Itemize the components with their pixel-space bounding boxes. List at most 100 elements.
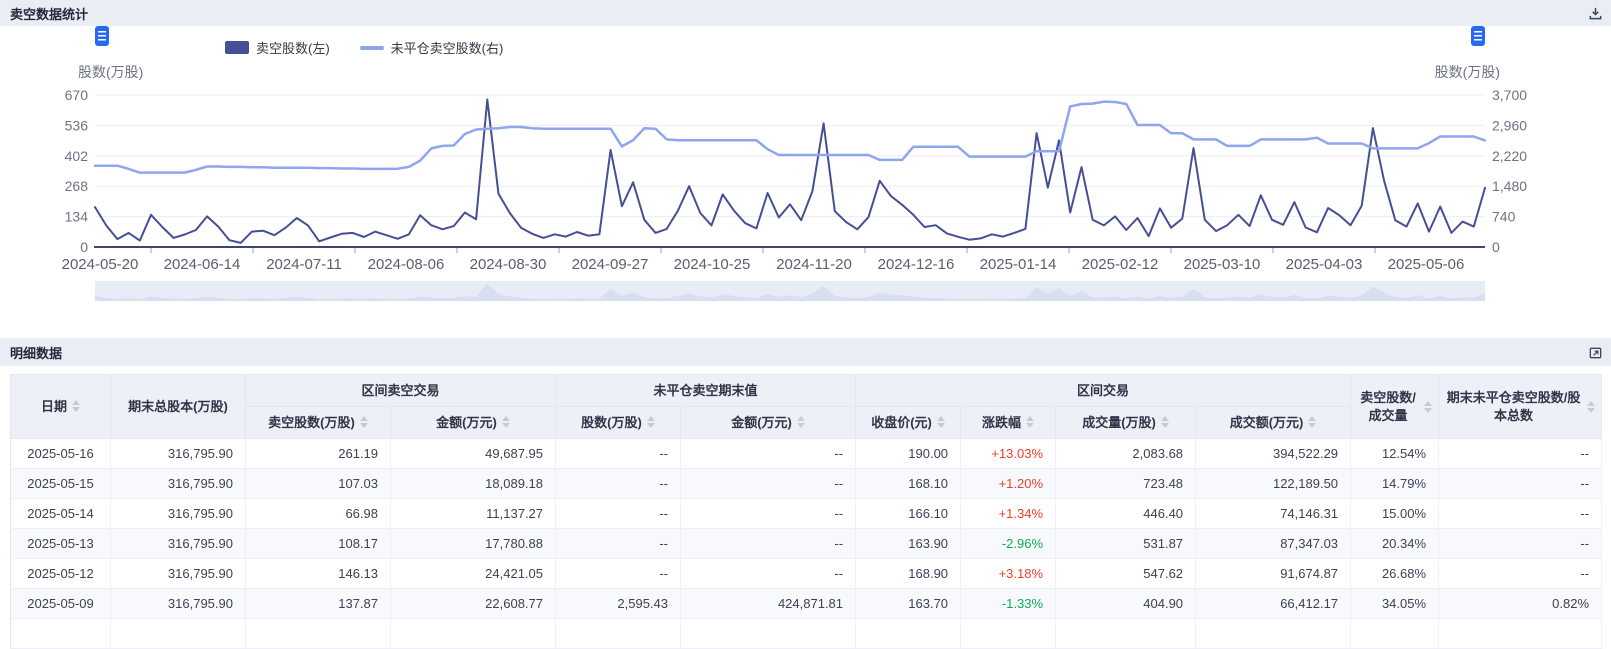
cell-11: --	[1438, 438, 1603, 469]
handle-grip-icon	[98, 31, 106, 41]
sort-icon	[796, 416, 805, 429]
cell-7: +1.20%	[960, 468, 1057, 499]
cell-4: --	[555, 558, 682, 589]
cell-9: 66,412.17	[1195, 588, 1352, 619]
cell-6: 168.10	[855, 468, 962, 499]
cell-3: 22,608.77	[390, 588, 557, 619]
cell-4: --	[555, 438, 682, 469]
cell-7: -1.33%	[960, 588, 1057, 619]
sort-icon	[1026, 416, 1035, 429]
right-axis-tick-label: 0	[1492, 239, 1500, 255]
column-label: 卖空股数/成交量	[1360, 389, 1416, 423]
column-label: 成交额(万元)	[1229, 414, 1304, 430]
cell-2: 66.98	[245, 498, 391, 529]
short-shares-line	[94, 98, 1486, 244]
cell-empty	[855, 618, 962, 649]
cell-empty	[960, 618, 1057, 649]
column-label: 收盘价(元)	[871, 414, 932, 430]
cell-5: --	[680, 468, 857, 499]
cell-5: --	[680, 438, 857, 469]
datazoom-track[interactable]	[95, 281, 1485, 301]
right-axis-tick-label: 740	[1492, 209, 1516, 225]
column-header-8[interactable]: 成交量(万股)	[1055, 406, 1197, 439]
outstanding-short-shares-line	[93, 100, 1487, 174]
left-axis-title: 股数(万股)	[78, 64, 144, 80]
column-header-7[interactable]: 涨跌幅	[960, 406, 1057, 439]
column-header-6[interactable]: 收盘价(元)	[855, 406, 962, 439]
column-label: 金额(万元)	[731, 414, 792, 430]
cell-3: 18,089.18	[390, 468, 557, 499]
cell-2: 107.03	[245, 468, 391, 499]
handle-grip-icon	[1474, 31, 1482, 41]
sort-icon	[646, 416, 655, 429]
cell-9: 122,189.50	[1195, 468, 1352, 499]
legend-item-short-shares[interactable]: 卖空股数(左)	[225, 38, 330, 57]
column-label: 期末总股本(万股)	[128, 398, 228, 414]
column-header-4[interactable]: 股数(万股)	[555, 406, 682, 439]
cell-empty	[1350, 618, 1440, 649]
legend-swatch-short-shares	[225, 41, 249, 54]
cell-10: 34.05%	[1350, 588, 1440, 619]
datazoom-left-handle[interactable]	[95, 26, 109, 46]
cell-1: 316,795.90	[110, 498, 246, 529]
cell-3: 11,137.27	[390, 498, 557, 529]
column-header-short-to-volume[interactable]: 卖空股数/成交量	[1350, 374, 1440, 439]
column-header-2[interactable]: 卖空股数(万股)	[245, 406, 391, 439]
x-axis-label: 2024-08-06	[368, 256, 445, 273]
cell-10: 14.79%	[1350, 468, 1440, 499]
left-axis-tick-label: 0	[80, 239, 88, 255]
column-label: 日期	[40, 398, 67, 414]
cell-0: 2025-05-14	[10, 498, 111, 529]
cell-2: 146.13	[245, 558, 391, 589]
cell-3: 17,780.88	[390, 528, 557, 559]
x-axis-label: 2024-11-20	[776, 256, 852, 273]
cell-8: 531.87	[1055, 528, 1197, 559]
section-spacer	[0, 366, 1611, 374]
cell-6: 163.70	[855, 588, 962, 619]
column-header-total-share-capital: 期末总股本(万股)	[110, 374, 246, 439]
cell-empty	[1438, 618, 1603, 649]
column-header-9[interactable]: 成交额(万元)	[1195, 406, 1352, 439]
column-header-3[interactable]: 金额(万元)	[389, 406, 557, 439]
cell-10: 12.54%	[1350, 438, 1440, 469]
cell-5: --	[680, 558, 857, 589]
short-selling-chart: 670 536 402 268 134 0 3,700 2,960 2,220 1,480 740 0…	[0, 26, 1611, 312]
cell-7: +1.34%	[960, 498, 1057, 529]
column-group-1: 未平仓卖空期末值	[555, 374, 857, 407]
download-icon[interactable]	[1587, 5, 1603, 21]
cell-6: 166.10	[855, 498, 962, 529]
cell-3: 49,687.95	[390, 438, 557, 469]
cell-5: 424,871.81	[680, 588, 857, 619]
cell-5: --	[680, 498, 857, 529]
left-axis-tick-label: 536	[65, 117, 89, 133]
x-axis-label: 2025-04-03	[1286, 256, 1363, 273]
cell-10: 15.00%	[1350, 498, 1440, 529]
datazoom-right-handle[interactable]	[1471, 26, 1485, 46]
right-axis-tick-label: 3,700	[1492, 87, 1527, 103]
cell-empty	[245, 618, 391, 649]
column-group-2: 区间交易	[855, 374, 1352, 407]
cell-7: +3.18%	[960, 558, 1057, 589]
right-axis-title: 股数(万股)	[1434, 64, 1500, 80]
column-label: 成交量(万股)	[1082, 414, 1156, 430]
table-row: 2025-05-16 316,795.90 261.19 49,687.95 -- -- 1…	[10, 438, 1603, 469]
column-header-outstanding-to-capital[interactable]: 期末未平仓卖空股数/股本总数	[1438, 374, 1603, 439]
column-header-date[interactable]: 日期	[10, 374, 111, 439]
section-spacer	[0, 312, 1611, 338]
cell-0: 2025-05-16	[10, 438, 111, 469]
legend-item-outstanding-shares[interactable]: 未平仓卖空股数(右)	[359, 38, 504, 57]
legend-label: 卖空股数(左)	[256, 41, 330, 56]
x-axis-label: 2025-01-14	[980, 256, 1057, 273]
column-label: 期末未平仓卖空股数/股本总数	[1446, 389, 1581, 423]
cell-2: 137.87	[245, 588, 391, 619]
cell-empty	[1055, 618, 1197, 649]
legend-label: 未平仓卖空股数(右)	[390, 41, 504, 56]
table-row: 2025-05-12 316,795.90 146.13 24,421.05 -- -- 1…	[10, 558, 1603, 589]
sort-icon	[501, 416, 510, 429]
column-label: 未平仓卖空期末值	[653, 382, 758, 398]
export-icon[interactable]	[1587, 344, 1603, 360]
x-axis-label: 2025-03-10	[1184, 256, 1261, 273]
cell-11: 0.82%	[1438, 588, 1603, 619]
column-header-5[interactable]: 金额(万元)	[680, 406, 857, 439]
sort-icon	[72, 400, 80, 413]
